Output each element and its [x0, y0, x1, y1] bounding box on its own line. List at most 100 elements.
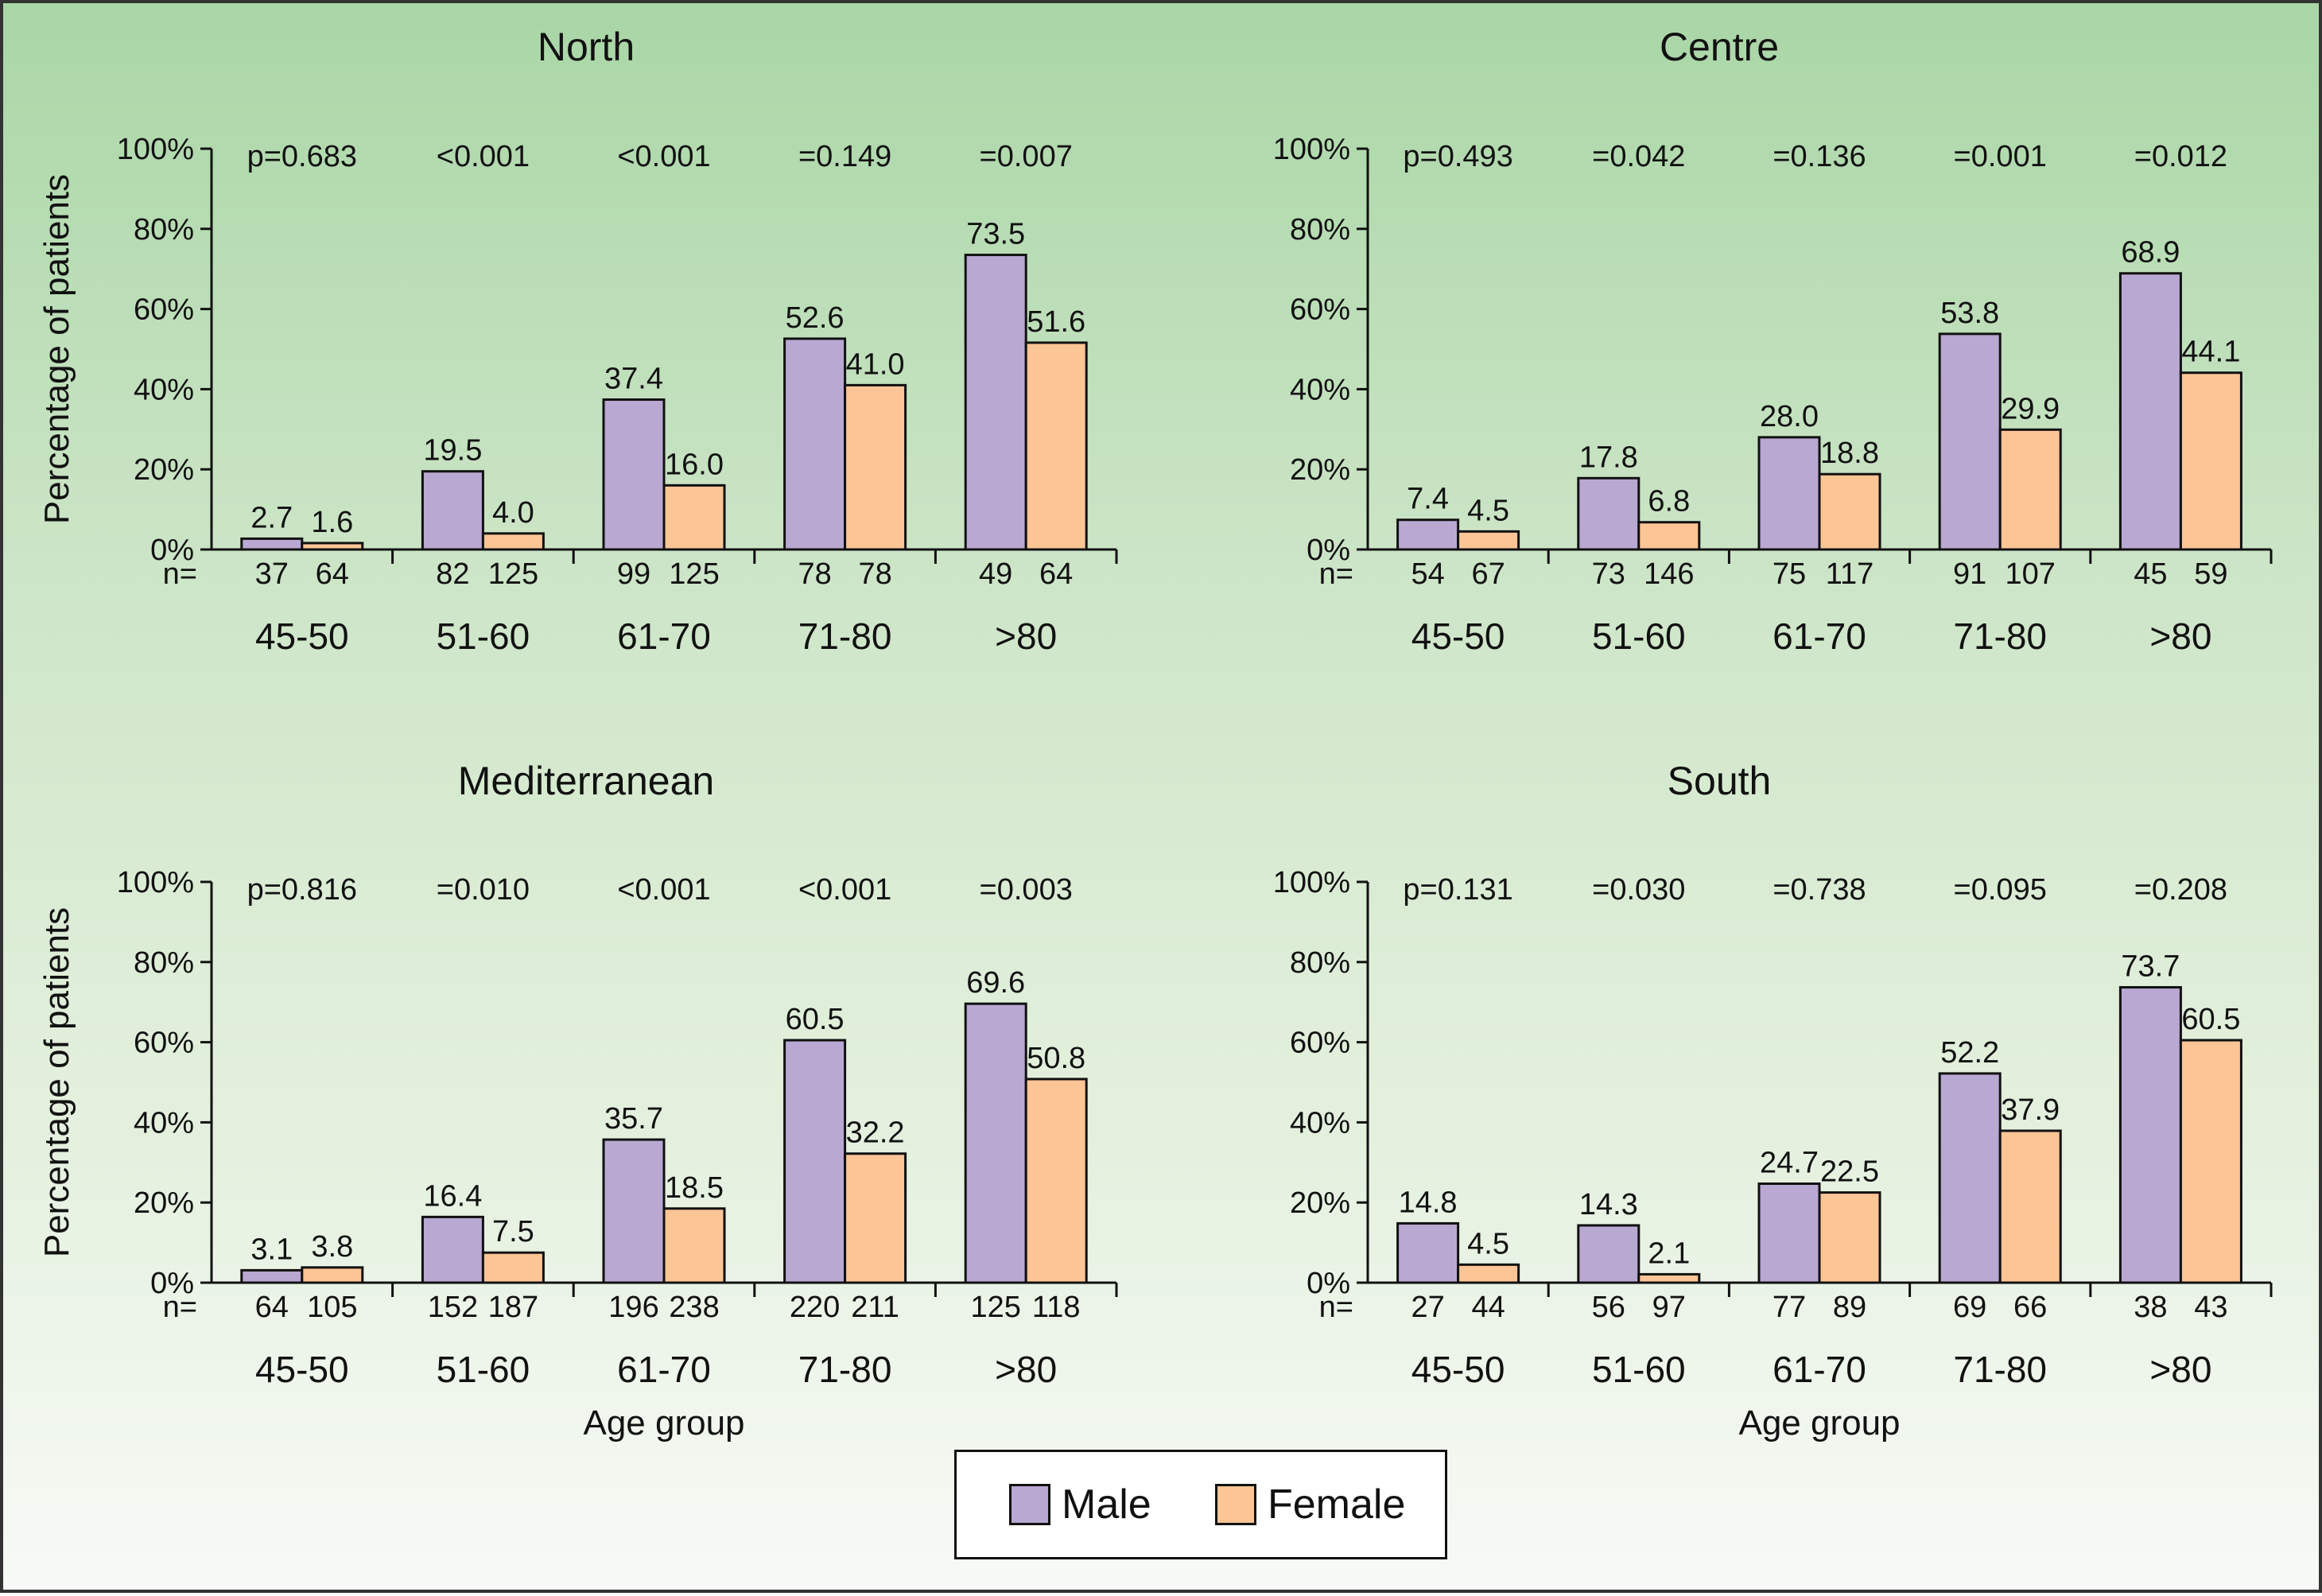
- panel-3-bar-female: [481, 1251, 545, 1284]
- panel-2-category-label: 45-50: [1411, 615, 1505, 657]
- panel-4-category-label: 51-60: [1592, 1349, 1686, 1390]
- panel-4-y-tick-label: 0%: [1307, 1267, 1350, 1300]
- panel-4-bar-male: [1938, 1072, 2002, 1284]
- panel-2-bar-male: [1577, 476, 1641, 551]
- panel-2-n-count-male: 75: [1773, 557, 1806, 591]
- panel-2-p-value: =0.001: [1954, 140, 2047, 173]
- panel-4-value-label-male: 24.7: [1760, 1147, 1819, 1180]
- panel-3-value-label-female: 3.8: [311, 1230, 353, 1264]
- legend-label-female: Female: [1268, 1481, 1406, 1528]
- panel-4-value-label-male: 14.3: [1579, 1188, 1638, 1221]
- panel-4-category-label: >80: [2149, 1349, 2211, 1390]
- legend-swatch-female: [1215, 1484, 1256, 1525]
- panel-3-p-value: <0.001: [798, 873, 891, 907]
- panel-1-category-label: 51-60: [437, 615, 530, 657]
- panel-3-bar-male: [783, 1039, 847, 1284]
- panel-3-n-count-female: 118: [1032, 1291, 1081, 1324]
- panel-4-value-label-male: 52.2: [1940, 1036, 1999, 1070]
- panel-1-value-label-male: 19.5: [423, 434, 482, 468]
- panel-1-bar-female: [481, 532, 545, 551]
- panel-1-bar-male: [783, 337, 847, 551]
- panel-2-y-tick-label: 80%: [1290, 213, 1350, 247]
- panel-4-p-value: =0.738: [1773, 873, 1866, 907]
- panel-1-bar-male: [240, 537, 304, 551]
- panel-3-n-count-female: 105: [307, 1291, 357, 1324]
- panel-2-bar-female: [1818, 472, 1881, 551]
- panel-2-y-tick-label: 0%: [1307, 534, 1350, 567]
- panel-4-n-count-female: 43: [2194, 1291, 2227, 1324]
- panel-3-x-axis-label: Age group: [583, 1404, 744, 1443]
- panel-2-value-label-male: 17.8: [1579, 441, 1638, 474]
- panel-2-value-label-female: 6.8: [1648, 485, 1690, 518]
- panel-1-n-count-female: 125: [669, 557, 719, 591]
- panel-2-bar-female: [1998, 428, 2062, 551]
- panel-4-value-label-female: 60.5: [2181, 1003, 2240, 1036]
- panel-2-n-count-male: 54: [1411, 557, 1444, 591]
- panel-1-y-tick-label: 100%: [117, 133, 194, 166]
- panel-1-value-label-female: 1.6: [311, 506, 353, 539]
- panel-1-category-label: >80: [995, 615, 1057, 657]
- panel-3-y-axis-label: Percentage of patients: [37, 907, 76, 1257]
- panel-4-n-count-male: 56: [1592, 1291, 1625, 1324]
- panel-4-p-value: =0.208: [2134, 873, 2227, 907]
- panel-4-n-count-female: 89: [1833, 1291, 1866, 1324]
- panel-3-y-tick-label: 40%: [134, 1106, 194, 1140]
- panel-2-y-tick-label: 60%: [1290, 293, 1350, 327]
- panel-2-n-count-female: 117: [1826, 557, 1874, 591]
- panel-3-category-label: 51-60: [437, 1349, 530, 1390]
- panel-2-bar-female: [1457, 530, 1520, 551]
- panel-1-value-label-female: 4.0: [492, 496, 534, 530]
- panel-2-value-label-female: 18.8: [1820, 437, 1879, 470]
- panel-4-bar-female: [2179, 1039, 2242, 1284]
- panel-2-p-value: =0.136: [1773, 140, 1866, 173]
- panel-1-category-label: 71-80: [798, 615, 892, 657]
- panel-2-value-label-female: 44.1: [2181, 336, 2240, 369]
- panel-1-bar-female: [844, 383, 907, 551]
- panel-3-value-label-female: 18.5: [665, 1171, 724, 1205]
- panel-1-n-count-male: 82: [436, 557, 469, 591]
- panel-2-title: Centre: [1660, 25, 1779, 69]
- panel-4-value-label-female: 4.5: [1467, 1227, 1509, 1260]
- panel-2-y-tick-label: 40%: [1290, 373, 1350, 406]
- panel-3-bar-male: [964, 1002, 1027, 1284]
- panel-3-p-value: p=0.816: [247, 873, 357, 907]
- panel-2-n-count-female: 107: [2005, 557, 2055, 591]
- panel-2-category-label: 51-60: [1592, 615, 1686, 657]
- panel-4-bar-male: [2118, 986, 2182, 1284]
- panel-3-p-value: <0.001: [617, 873, 710, 907]
- panel-1-bar-male: [602, 398, 666, 551]
- panel-2-value-label-female: 4.5: [1467, 494, 1509, 527]
- panel-1-bar-female: [301, 542, 364, 551]
- panel-1-y-tick-label: 60%: [134, 293, 194, 327]
- panel-1-n-count-female: 64: [316, 557, 349, 591]
- panel-1-value-label-male: 73.5: [966, 218, 1025, 251]
- panel-4-value-label-female: 37.9: [2001, 1093, 2060, 1127]
- panel-3-value-label-female: 32.2: [846, 1116, 905, 1150]
- panel-2-y-tick-label: 20%: [1290, 453, 1350, 487]
- panel-1-bar-female: [662, 483, 726, 551]
- panel-2-value-label-male: 53.8: [1940, 297, 1999, 330]
- panel-3-n-count-male: 152: [428, 1291, 478, 1324]
- panel-1-n-count-female: 64: [1039, 557, 1073, 591]
- panel-1-value-label-female: 51.6: [1027, 305, 1085, 339]
- panel-1-p-value: p=0.683: [247, 140, 357, 173]
- panel-4-n-count-female: 66: [2013, 1291, 2047, 1324]
- panel-3-category-label: >80: [995, 1349, 1057, 1390]
- panel-4-n-label: n=: [1319, 1291, 1353, 1324]
- panel-2-n-count-male: 73: [1592, 557, 1625, 591]
- panel-4-x-axis-label: Age group: [1738, 1404, 1900, 1443]
- panel-3-y-tick-label: 20%: [134, 1186, 194, 1220]
- legend-label-male: Male: [1062, 1481, 1151, 1528]
- panel-1-category-label: 45-50: [255, 615, 349, 657]
- panel-4-n-count-female: 97: [1652, 1291, 1686, 1324]
- panel-4-n-count-male: 38: [2134, 1291, 2167, 1324]
- panel-4-value-label-female: 2.1: [1648, 1237, 1690, 1270]
- panel-3-bar-female: [301, 1266, 364, 1284]
- panel-4-value-label-male: 73.7: [2121, 950, 2180, 984]
- panel-1-title: North: [538, 25, 635, 69]
- panel-1-bar-male: [964, 254, 1027, 551]
- panel-3-n-label: n=: [163, 1291, 197, 1324]
- panel-4-title: South: [1668, 759, 1772, 803]
- panel-2-n-count-female: 59: [2194, 557, 2227, 591]
- panel-2-category-label: 71-80: [1953, 615, 2047, 657]
